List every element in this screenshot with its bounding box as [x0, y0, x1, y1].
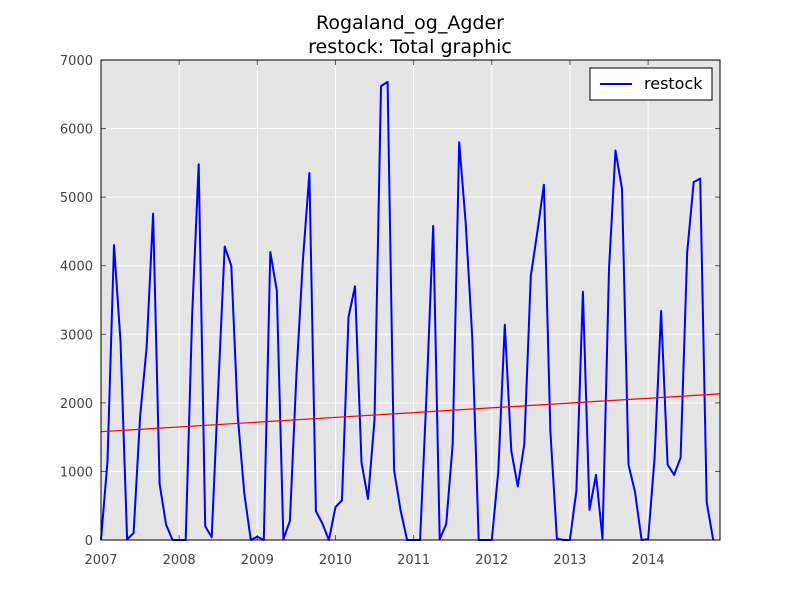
y-tick-label: 6000 [60, 123, 93, 138]
x-tick-label: 2007 [84, 553, 117, 568]
y-tick-label: 7000 [60, 54, 93, 69]
x-tick-label: 2013 [553, 553, 586, 568]
y-tick-label: 0 [85, 534, 93, 549]
chart-title: Rogaland_og_Agder [315, 12, 504, 34]
x-tick-label: 2009 [241, 553, 274, 568]
axes-frame [100, 59, 721, 541]
trend-line [100, 393, 721, 433]
x-tick-label: 2012 [475, 553, 508, 568]
x-tick-label: 2008 [163, 553, 196, 568]
chart-subtitle: restock: Total graphic [308, 36, 512, 58]
plot-area [101, 60, 720, 540]
y-tick-label: 1000 [60, 465, 93, 480]
x-tick-label: 2011 [397, 553, 430, 568]
x-tick-label: 2010 [319, 553, 352, 568]
y-tick-label: 4000 [60, 260, 93, 275]
y-tick-label: 3000 [60, 328, 93, 343]
y-tick-label: 5000 [60, 191, 93, 206]
x-tick-label: 2014 [632, 553, 665, 568]
y-tick-label: 2000 [60, 397, 93, 412]
legend-label: restock [644, 74, 703, 93]
